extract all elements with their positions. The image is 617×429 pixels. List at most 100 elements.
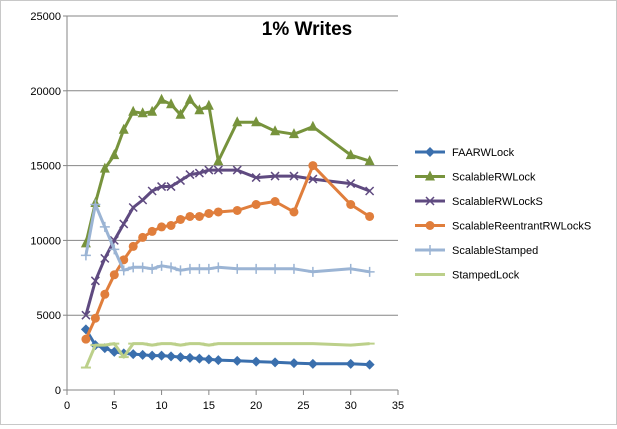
data-point-scalablerwlocks (100, 253, 110, 263)
series-faarwlock (80, 324, 375, 370)
data-point-faarwlock (345, 358, 356, 369)
data-point-scalablereentrantrwlocks (100, 289, 110, 299)
data-point-scalablerwlocks (119, 219, 129, 229)
data-point-scalablestamped (184, 263, 195, 274)
data-point-scalablerwlock (118, 123, 129, 134)
legend-label-stampedlock: StampedLock (452, 270, 520, 282)
y-tick-label: 20000 (30, 86, 61, 98)
data-point-faarwlock (203, 354, 214, 365)
data-point-faarwlock (175, 352, 186, 363)
data-point-scalablereentrantrwlocks (81, 334, 91, 344)
gridlines (67, 15, 398, 316)
y-tick-label: 25000 (30, 11, 61, 23)
data-point-faarwlock (270, 357, 281, 368)
data-point-scalablereentrantrwlocks (365, 211, 375, 221)
data-point-scalablereentrantrwlocks (213, 207, 223, 217)
data-point-scalablereentrantrwlocks (90, 313, 100, 323)
x-tick-label: 35 (392, 400, 404, 412)
data-point-scalablestamped (213, 262, 224, 273)
data-point-scalablereentrantrwlocks (166, 220, 176, 230)
data-point-scalablerwlock (364, 155, 375, 166)
data-point-faarwlock (137, 349, 148, 360)
data-point-scalablestamped (99, 221, 110, 232)
data-point-faarwlock (364, 359, 375, 370)
data-point-scalablerwlock (166, 98, 177, 109)
data-point-scalablerwlock (109, 149, 120, 160)
axes: 0 5000 10000 15000 20000 25000 0 5 10 15 20 25 30 35 (30, 11, 404, 412)
legend-label-scalablestamped: ScalableStamped (452, 245, 538, 257)
legend-item-scalablereentrantrwlocks: ScalableReentrantRWLockS (415, 221, 591, 233)
data-point-faarwlock (166, 351, 177, 362)
data-point-scalablestamped (194, 263, 205, 274)
data-point-scalablestamped (109, 244, 120, 255)
data-point-faarwlock (232, 355, 243, 366)
data-point-scalablestamped (156, 260, 167, 271)
data-point-scalablerwlocks (289, 171, 299, 181)
data-point-scalablestamped (137, 262, 148, 273)
x-tick-label: 25 (297, 400, 309, 412)
data-point-faarwlock (156, 350, 167, 361)
legend-marker-scalablereentrantrwlocks (425, 221, 435, 230)
data-point-faarwlock (184, 352, 195, 363)
data-point-scalablerwlocks (204, 165, 214, 175)
x-tick-label: 30 (345, 400, 357, 412)
data-point-scalablestamped (80, 250, 91, 261)
data-point-scalablerwlock (128, 105, 139, 116)
data-point-faarwlock (147, 350, 158, 361)
series-line-scalablereentrantrwlocks (84, 164, 371, 340)
data-point-scalablerwlocks (90, 276, 100, 286)
data-point-scalablereentrantrwlocks (204, 208, 214, 218)
data-point-faarwlock (307, 358, 318, 369)
legend-item-faarwlock: FAARWLock (415, 147, 515, 159)
data-point-scalablerwlock (251, 116, 262, 127)
y-tick-label: 5000 (37, 310, 61, 322)
data-point-scalablerwlock (232, 116, 243, 127)
data-point-scalablerwlock (288, 128, 299, 139)
series-scalablerwlock (80, 93, 375, 248)
data-point-scalablestamped (251, 263, 262, 274)
data-point-scalablerwlock (156, 93, 167, 104)
legend-item-scalablestamped: ScalableStamped (415, 245, 538, 257)
legend-label-scalablereentrantrwlocks: ScalableReentrantRWLockS (452, 221, 591, 233)
data-point-scalablestamped (128, 262, 139, 273)
data-point-scalablereentrantrwlocks (194, 211, 204, 221)
data-point-scalablereentrantrwlocks (308, 161, 318, 171)
x-tick-label: 15 (203, 400, 215, 412)
series-line-scalablerwlocks (84, 168, 371, 316)
data-point-scalablerwlock (213, 155, 224, 166)
data-point-scalablerwlocks (166, 182, 176, 192)
data-point-scalablereentrantrwlocks (185, 211, 195, 221)
x-tick-label: 5 (111, 400, 117, 412)
data-point-scalablestamped (147, 263, 158, 274)
data-point-scalablereentrantrwlocks (251, 199, 261, 209)
data-point-scalablereentrantrwlocks (346, 199, 356, 209)
y-tick-label: 0 (55, 385, 61, 397)
data-point-scalablerwlock (175, 108, 186, 119)
x-tick-label: 20 (250, 400, 262, 412)
y-tick-label: 10000 (30, 235, 61, 247)
series-scalablerwlocks (81, 165, 375, 320)
data-point-scalablerwlocks (128, 202, 138, 213)
data-point-scalablerwlocks (81, 310, 91, 320)
data-point-scalablereentrantrwlocks (147, 226, 157, 236)
series-line-scalablerwlock (84, 98, 371, 244)
data-point-scalablestamped (203, 263, 214, 274)
data-point-scalablerwlock (270, 125, 281, 136)
legend-marker-scalablerwlocks (425, 196, 435, 206)
data-point-scalablestamped (175, 265, 186, 276)
data-point-scalablerwlocks (308, 174, 318, 184)
data-point-scalablerwlocks (157, 182, 167, 192)
data-point-faarwlock (194, 353, 205, 364)
data-point-scalablestamped (364, 266, 375, 277)
data-point-scalablerwlock (345, 149, 356, 160)
data-point-faarwlock (288, 358, 299, 369)
series-group (80, 93, 375, 370)
data-point-scalablereentrantrwlocks (175, 214, 185, 224)
data-point-scalablerwlock (99, 162, 110, 173)
data-point-scalablestamped (90, 199, 101, 210)
legend: FAARWLock ScalableRWLock ScalableRWLockS Sc… (415, 147, 591, 282)
series-stampedlock (80, 342, 375, 369)
data-point-scalablerwlock (184, 93, 195, 104)
legend-label-faarwlock: FAARWLock (452, 147, 515, 159)
